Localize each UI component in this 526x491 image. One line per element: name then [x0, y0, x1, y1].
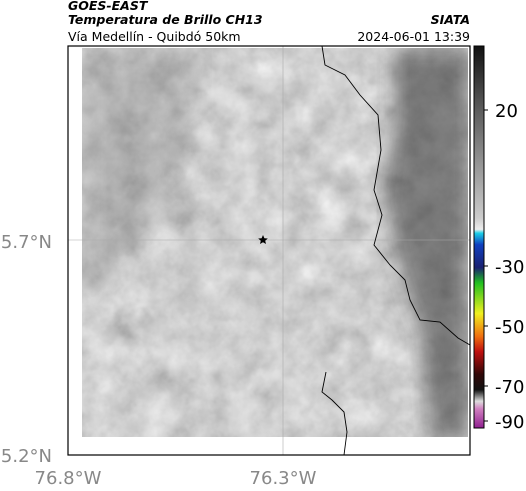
- map-frame: [67, 45, 471, 456]
- longitude-tick: 76.3°W: [250, 468, 317, 489]
- title: GOES-EAST: [68, 0, 149, 13]
- subtitle: Temperatura de Brillo CH13: [68, 12, 263, 27]
- colorbar-tick-label: -50: [495, 317, 524, 338]
- colorbar: [473, 45, 485, 429]
- colorbar-tick-label: 20: [495, 101, 518, 122]
- datetime: 2024-06-01 13:39: [357, 29, 470, 44]
- latitude-tick: 5.2°N: [1, 446, 52, 467]
- border: [321, 45, 471, 346]
- colorbar-tick-label: -90: [495, 412, 524, 433]
- source: SIATA: [431, 12, 470, 27]
- location-marker: [258, 235, 268, 244]
- route: Vía Medellín - Quibdó 50km: [68, 29, 241, 44]
- satellite-image: [82, 48, 468, 437]
- latitude-tick: 5.7°N: [1, 232, 52, 253]
- longitude-tick: 76.8°W: [35, 468, 102, 489]
- border: [321, 371, 348, 456]
- colorbar-tick-label: -70: [495, 377, 524, 398]
- colorbar-tick-label: -30: [495, 257, 524, 278]
